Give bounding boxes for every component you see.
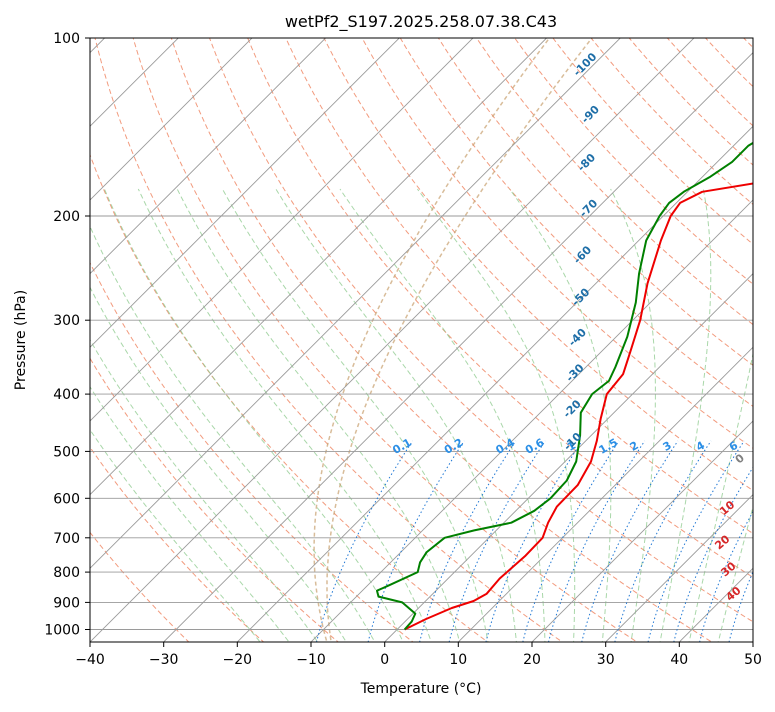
y-tick-label: 600 [53,491,80,507]
x-tick-label: 10 [449,652,467,668]
y-tick-label: 700 [53,531,80,547]
y-tick-label: 1000 [44,623,80,639]
y-tick-label: 100 [53,31,80,47]
x-tick-label: −40 [75,652,105,668]
x-tick-label: 40 [670,652,688,668]
x-tick-label: −10 [296,652,326,668]
y-tick-label: 400 [53,387,80,403]
x-tick-label: 20 [523,652,541,668]
y-tick-label: 300 [53,313,80,329]
x-tick-label: −20 [223,652,253,668]
x-tick-label: 0 [380,652,389,668]
y-tick-label: 200 [53,209,80,225]
x-axis-label: Temperature (°C) [360,681,482,697]
x-tick-label: −30 [149,652,179,668]
y-axis-label: Pressure (hPa) [13,290,29,390]
y-tick-label: 900 [53,595,80,611]
y-tick-label: 800 [53,565,80,581]
chart-title: wetPf2_S197.2025.258.07.38.C43 [285,12,557,32]
y-tick-label: 500 [53,444,80,460]
x-tick-label: 30 [597,652,615,668]
x-tick-label: 50 [744,652,762,668]
